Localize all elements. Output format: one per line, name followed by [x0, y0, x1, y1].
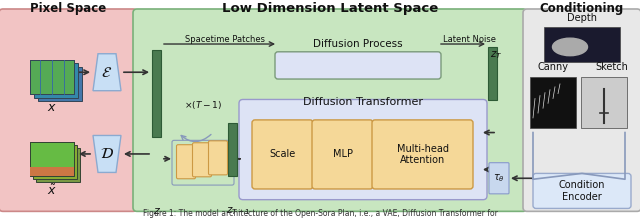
FancyBboxPatch shape: [252, 120, 313, 189]
FancyBboxPatch shape: [228, 123, 237, 176]
Text: Conditioning: Conditioning: [540, 2, 624, 15]
FancyBboxPatch shape: [36, 148, 80, 182]
FancyBboxPatch shape: [533, 173, 631, 209]
Text: Canny: Canny: [538, 62, 568, 72]
FancyBboxPatch shape: [30, 60, 74, 94]
Text: $\mathcal{E}$: $\mathcal{E}$: [101, 65, 113, 80]
FancyBboxPatch shape: [30, 167, 74, 176]
FancyBboxPatch shape: [523, 9, 640, 211]
FancyBboxPatch shape: [489, 163, 509, 194]
Text: Low Dimension Latent Space: Low Dimension Latent Space: [222, 2, 438, 15]
Text: Multi-head
Attention: Multi-head Attention: [397, 144, 449, 165]
Text: Diffusion Transformer: Diffusion Transformer: [303, 97, 423, 107]
FancyBboxPatch shape: [152, 50, 161, 137]
FancyBboxPatch shape: [33, 145, 77, 179]
Text: Spacetime Patches: Spacetime Patches: [185, 35, 265, 44]
Text: Condition
Encoder: Condition Encoder: [559, 180, 605, 202]
FancyBboxPatch shape: [193, 143, 211, 177]
FancyBboxPatch shape: [0, 9, 137, 211]
Text: Latent Noise: Latent Noise: [443, 35, 496, 44]
Polygon shape: [93, 54, 121, 91]
Text: Diffusion Process: Diffusion Process: [313, 39, 403, 49]
FancyBboxPatch shape: [312, 120, 373, 189]
FancyBboxPatch shape: [38, 67, 82, 101]
Text: MLP: MLP: [333, 149, 353, 159]
Text: Figure 1: The model architecture of the Open-Sora Plan, i.e., a VAE, Diffusion T: Figure 1: The model architecture of the …: [143, 209, 497, 218]
Text: $z_{T-1}$: $z_{T-1}$: [225, 205, 250, 217]
Text: $z$: $z$: [153, 205, 161, 215]
FancyBboxPatch shape: [275, 52, 441, 79]
Text: $z_T$: $z_T$: [490, 49, 502, 60]
FancyBboxPatch shape: [239, 99, 487, 200]
Text: $\tilde{x}$: $\tilde{x}$: [47, 183, 57, 198]
Text: Scale: Scale: [269, 149, 296, 159]
FancyBboxPatch shape: [30, 142, 74, 176]
FancyBboxPatch shape: [34, 63, 78, 97]
FancyBboxPatch shape: [30, 60, 74, 94]
Polygon shape: [93, 136, 121, 172]
FancyBboxPatch shape: [209, 141, 227, 175]
Ellipse shape: [552, 38, 588, 56]
FancyBboxPatch shape: [581, 77, 627, 128]
FancyBboxPatch shape: [177, 145, 195, 179]
FancyBboxPatch shape: [530, 77, 576, 128]
Text: $\times(T-1)$: $\times(T-1)$: [184, 99, 222, 111]
FancyBboxPatch shape: [133, 9, 527, 211]
Text: Sketch: Sketch: [596, 62, 628, 72]
Text: $\tau_\theta$: $\tau_\theta$: [493, 172, 505, 184]
FancyBboxPatch shape: [372, 120, 473, 189]
Text: Pixel Space: Pixel Space: [30, 2, 106, 15]
FancyBboxPatch shape: [30, 142, 74, 176]
FancyBboxPatch shape: [488, 47, 497, 100]
Text: $\mathcal{D}$: $\mathcal{D}$: [100, 146, 114, 162]
FancyBboxPatch shape: [544, 28, 620, 62]
Text: Depth: Depth: [567, 13, 597, 23]
Text: $x$: $x$: [47, 101, 57, 114]
